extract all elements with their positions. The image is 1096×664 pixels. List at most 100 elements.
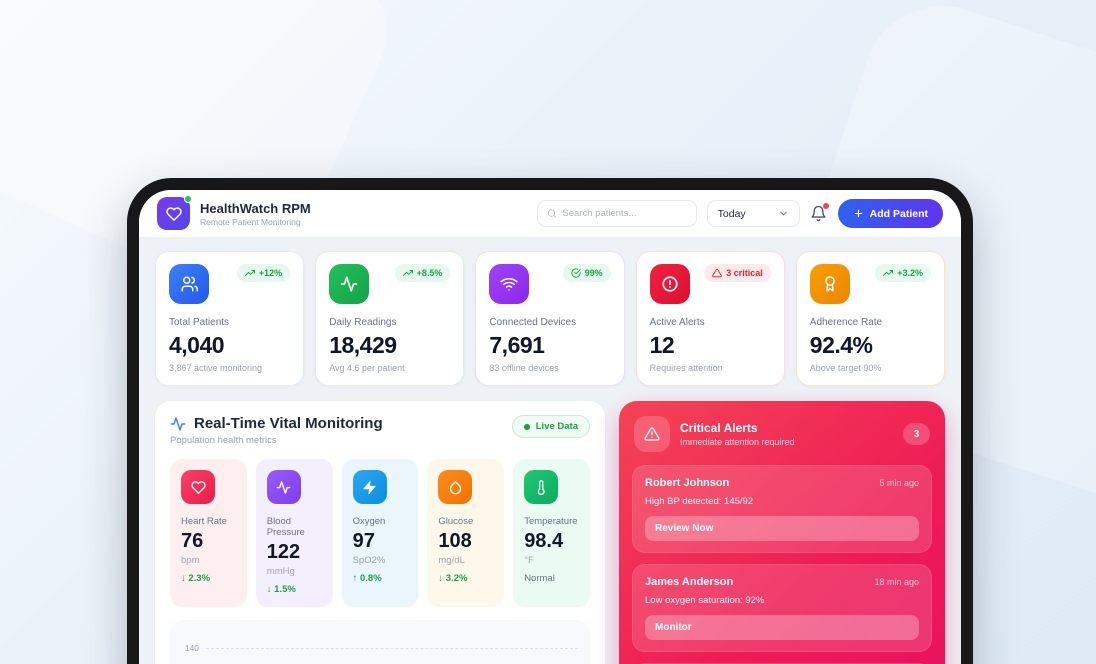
check-circle-icon	[570, 268, 581, 278]
stat-card-connected-devices: 99% Connected Devices 7,691 83 offline d…	[475, 251, 625, 386]
vital-card-blood-pressure: Blood Pressure 122 mmHg ↓ 1.5%	[255, 459, 333, 607]
stat-badge-critical: 3 critical	[704, 264, 771, 282]
live-dot	[523, 423, 530, 430]
stat-value: 18,429	[329, 332, 397, 358]
gridline	[206, 647, 578, 649]
stat-subtext: Avg 4.6 per patient	[329, 363, 405, 373]
droplet-icon	[438, 470, 473, 504]
vitals-panel-title: Real-Time Vital Monitoring	[194, 415, 383, 432]
stat-badge: +3.2%	[875, 264, 931, 282]
vital-unit: °F	[524, 555, 534, 566]
stat-value: 7,691	[489, 332, 545, 358]
stat-card-daily-readings: +8.5% Daily Readings 18,429 Avg 4.6 per …	[315, 251, 465, 386]
tablet-device-frame: HealthWatch RPM Remote Patient Monitorin…	[127, 178, 973, 664]
notification-dot	[822, 202, 829, 209]
stat-value: 92.4%	[809, 332, 873, 358]
vitals-grid: Heart Rate 76 bpm ↓ 2.3% Blood Pressure …	[170, 459, 590, 607]
alert-card: Robert Johnson 5 min ago High BP detecte…	[632, 465, 932, 553]
plus-icon	[854, 209, 862, 218]
alert-time: 5 min ago	[879, 478, 919, 488]
bell-icon	[811, 205, 826, 221]
vitals-panel-subtitle: Population health metrics	[170, 435, 277, 446]
dashboard-screen: HealthWatch RPM Remote Patient Monitorin…	[139, 190, 961, 664]
critical-alerts-panel: Critical Alerts Immediate attention requ…	[619, 401, 945, 664]
vital-value: 97	[352, 530, 375, 552]
vital-label: Heart Rate	[181, 516, 227, 527]
stat-badge: +8.5%	[394, 264, 451, 282]
stat-subtext: 83 offline devices	[489, 363, 559, 373]
alerts-panel-title: Critical Alerts	[680, 421, 758, 435]
vital-value: 122	[266, 541, 301, 563]
vitals-chart: 140 105 70	[170, 620, 590, 664]
activity-icon	[329, 264, 370, 304]
app-title: HealthWatch RPM	[200, 200, 311, 216]
search-patients-box[interactable]	[536, 200, 697, 227]
vital-trend: ↑ 0.8%	[352, 573, 382, 584]
vital-label: Blood Pressure	[266, 516, 305, 538]
alert-message: Low oxygen saturation: 92%	[645, 595, 765, 606]
vital-trend: ↓ 1.5%	[266, 584, 296, 595]
stat-subtext: Above target 90%	[809, 363, 882, 373]
wifi-icon	[489, 264, 530, 304]
stat-label: Daily Readings	[329, 317, 397, 328]
alert-time: 18 min ago	[874, 577, 919, 587]
alert-patient-name: Robert Johnson	[645, 477, 730, 489]
users-icon	[169, 264, 209, 304]
vital-label: Temperature	[524, 516, 578, 527]
vital-card-heart-rate: Heart Rate 76 bpm ↓ 2.3%	[170, 459, 247, 607]
stat-card-active-alerts: 3 critical Active Alerts 12 Requires att…	[635, 251, 785, 386]
heart-icon	[181, 470, 215, 504]
trending-up-icon	[244, 270, 255, 276]
thermometer-icon	[524, 470, 559, 504]
alert-triangle-icon	[712, 268, 723, 278]
top-bar: HealthWatch RPM Remote Patient Monitorin…	[139, 190, 961, 238]
dashboard-content: +12% Total Patients 4,040 3,867 active m…	[139, 238, 961, 664]
vital-label: Glucose	[438, 516, 474, 527]
stat-card-adherence-rate: +3.2% Adherence Rate 92.4% Above target …	[795, 251, 945, 386]
monitor-button[interactable]: Monitor	[645, 615, 919, 640]
add-patient-label: Add Patient	[869, 207, 928, 220]
stats-row: +12% Total Patients 4,040 3,867 active m…	[155, 251, 945, 386]
vital-unit: mmHg	[266, 566, 295, 577]
stat-value: 12	[649, 332, 675, 358]
pulse-icon	[170, 416, 186, 431]
online-status-dot	[184, 195, 192, 203]
trending-up-icon	[402, 270, 413, 276]
search-input[interactable]	[562, 208, 687, 219]
alerts-panel-subtitle: Immediate attention required	[680, 437, 795, 447]
date-filter-value: Today	[717, 207, 746, 220]
alert-circle-icon	[649, 264, 690, 304]
chevron-down-icon	[779, 211, 787, 216]
search-icon	[547, 209, 556, 218]
vital-trend: Normal	[524, 573, 555, 584]
vital-unit: mg/dL	[438, 555, 465, 566]
alert-patient-name: James Anderson	[645, 576, 734, 588]
alert-card: James Anderson 18 min ago Low oxygen sat…	[632, 564, 932, 652]
y-axis-tick: 140	[184, 643, 199, 653]
stat-card-total-patients: +12% Total Patients 4,040 3,867 active m…	[155, 251, 305, 386]
app-logo	[157, 195, 192, 230]
vital-value: 76	[181, 530, 204, 552]
add-patient-button[interactable]: Add Patient	[837, 199, 943, 228]
vital-unit: bpm	[181, 555, 200, 566]
vital-card-oxygen: Oxygen 97 SpO2% ↑ 0.8%	[341, 459, 419, 607]
activity-icon	[266, 470, 301, 504]
vital-unit: SpO2%	[352, 555, 386, 566]
notifications-button[interactable]	[810, 202, 829, 223]
stat-value: 4,040	[169, 332, 225, 358]
stat-label: Total Patients	[169, 317, 230, 328]
stat-subtext: 3,867 active monitoring	[169, 363, 263, 373]
stat-badge: 99%	[562, 264, 611, 282]
vital-value: 98.4	[524, 530, 564, 552]
stat-label: Adherence Rate	[809, 317, 883, 328]
review-now-button[interactable]: Review Now	[645, 516, 919, 541]
app-subtitle: Remote Patient Monitoring	[200, 216, 301, 227]
alerts-count-badge: 3	[903, 423, 930, 445]
vital-card-temperature: Temperature 98.4 °F Normal	[513, 459, 590, 607]
vital-value: 108	[438, 530, 472, 552]
vital-label: Oxygen	[352, 516, 386, 527]
zap-icon	[352, 470, 387, 504]
date-filter-select[interactable]: Today	[706, 200, 800, 227]
stat-label: Connected Devices	[489, 317, 577, 328]
stat-label: Active Alerts	[649, 317, 705, 328]
